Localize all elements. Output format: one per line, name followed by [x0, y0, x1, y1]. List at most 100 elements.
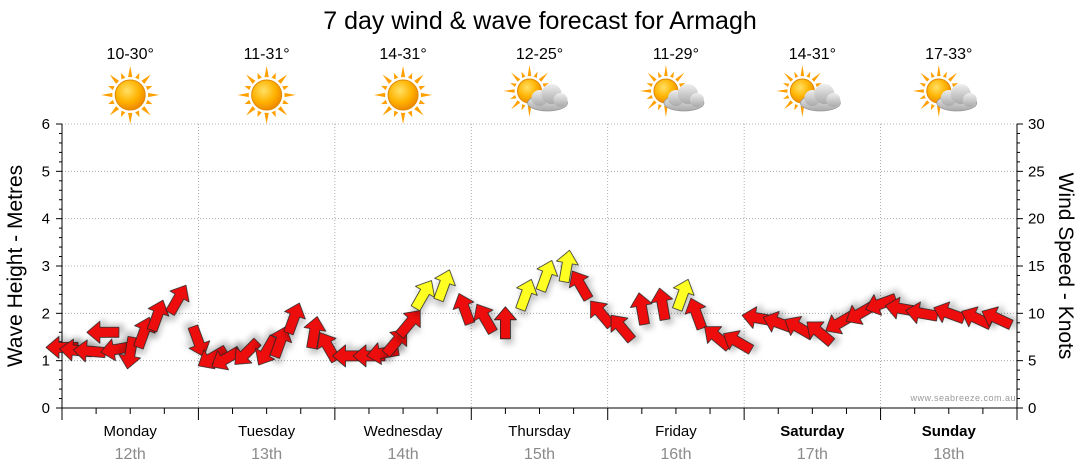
sun-ray	[380, 99, 388, 105]
day-name: Saturday	[780, 423, 845, 440]
sun-ray	[930, 104, 935, 111]
wind-arrow	[865, 293, 898, 316]
wind-arrow	[905, 301, 939, 325]
wind-arrow	[269, 326, 293, 359]
sun-ray	[639, 89, 652, 93]
sun-ray	[794, 71, 799, 78]
sun-ray	[948, 72, 958, 82]
sun-ray	[257, 110, 262, 118]
sun-ray	[418, 99, 426, 105]
sun-ray	[407, 72, 413, 80]
sun-ray	[128, 66, 133, 78]
sun-ray	[108, 99, 115, 105]
sun-ray	[936, 65, 941, 77]
sunny-icon	[237, 66, 296, 124]
cloud-icon	[663, 84, 705, 112]
cloud-icon	[936, 84, 978, 112]
temperature-range: 10-30°	[107, 46, 154, 63]
day-name: Tuesday	[238, 423, 295, 440]
sun-ray	[414, 74, 424, 84]
sun-ray	[145, 85, 153, 91]
sun-ray	[121, 72, 126, 80]
sun-ray	[277, 106, 288, 116]
wind-arrow	[303, 316, 327, 350]
chart-title: 7 day wind & wave forecast for Armagh	[323, 7, 757, 35]
wind-arrow	[515, 278, 538, 312]
partly-cloudy-icon	[776, 65, 841, 117]
day-name: Friday	[655, 423, 697, 440]
sun-ray	[400, 112, 406, 124]
right-tick-label: 20	[1028, 211, 1045, 228]
sun-ray	[542, 82, 549, 87]
sun-ray	[414, 106, 424, 116]
sun-ray	[135, 72, 140, 80]
sunny-icon	[101, 66, 160, 124]
sun-ray	[782, 95, 790, 100]
sun-ray	[109, 74, 120, 84]
day-name: Wednesday	[364, 423, 443, 440]
sun-ray	[145, 99, 153, 105]
wind-arrow	[806, 321, 836, 347]
sun-ray	[675, 72, 685, 82]
left-tick-label: 2	[42, 305, 50, 322]
sun-disc	[114, 79, 146, 111]
day-labels: Monday 12th Tuesday 13th Wednesday 14th Thursd…	[104, 423, 977, 463]
sun-ray	[800, 105, 805, 117]
right-tick-label: 0	[1028, 400, 1036, 417]
sun-disc	[251, 79, 283, 111]
left-tick-label: 3	[42, 258, 50, 275]
wind-arrow	[234, 337, 262, 365]
sun-ray	[538, 72, 548, 82]
sun-ray	[657, 71, 662, 78]
wind-arrows	[45, 249, 1014, 371]
wind-arrow	[410, 280, 435, 312]
sun-ray	[919, 82, 926, 87]
axes: 0 1 2 3 4 5 6 0 5 10 15 20 25 30	[42, 116, 1045, 420]
sun-ray	[951, 82, 959, 87]
wind-arrow	[187, 324, 211, 358]
wind-arrow	[650, 287, 674, 321]
wind-arrow	[473, 303, 498, 335]
sun-ray	[783, 72, 794, 82]
sun-ray	[533, 71, 538, 78]
temperature-range: 11-29°	[653, 46, 699, 63]
sun-ray	[135, 110, 140, 118]
sun-ray	[282, 99, 289, 105]
sun-ray	[393, 72, 399, 80]
sun-ray	[271, 72, 276, 80]
wind-arrow	[381, 329, 408, 358]
sun-ray	[776, 89, 788, 93]
sun-ray	[646, 95, 653, 100]
day-name: Sunday	[922, 423, 977, 440]
sun-ray	[382, 106, 392, 116]
sun-ray	[264, 66, 269, 78]
sun-ray	[503, 89, 515, 93]
sun-ray	[109, 106, 120, 116]
wind-arrow	[146, 299, 170, 333]
left-tick-label: 5	[42, 163, 50, 180]
temperature-range: 11-31°	[244, 46, 290, 63]
sun-ray	[510, 95, 517, 100]
day-date: 16th	[660, 446, 691, 463]
sun-ray	[246, 106, 256, 116]
wind-arrow	[684, 297, 707, 331]
sun-ray	[678, 82, 686, 87]
sunny-icon	[374, 66, 433, 124]
sun-ray	[418, 85, 426, 91]
cloud-puff	[962, 93, 977, 107]
sun-ray	[919, 95, 926, 100]
sun-ray	[237, 92, 249, 98]
right-tick-label: 30	[1028, 116, 1045, 133]
wind-arrow	[981, 306, 1014, 330]
sun-ray	[800, 65, 805, 77]
sun-ray	[121, 110, 126, 118]
wind-arrow	[395, 310, 421, 339]
sun-ray	[521, 71, 526, 78]
sun-ray	[930, 71, 935, 78]
wind-arrow	[568, 270, 594, 302]
sun-ray	[148, 92, 160, 98]
sun-ray	[527, 105, 532, 117]
sun-ray	[393, 110, 399, 118]
sun-ray	[374, 92, 386, 98]
